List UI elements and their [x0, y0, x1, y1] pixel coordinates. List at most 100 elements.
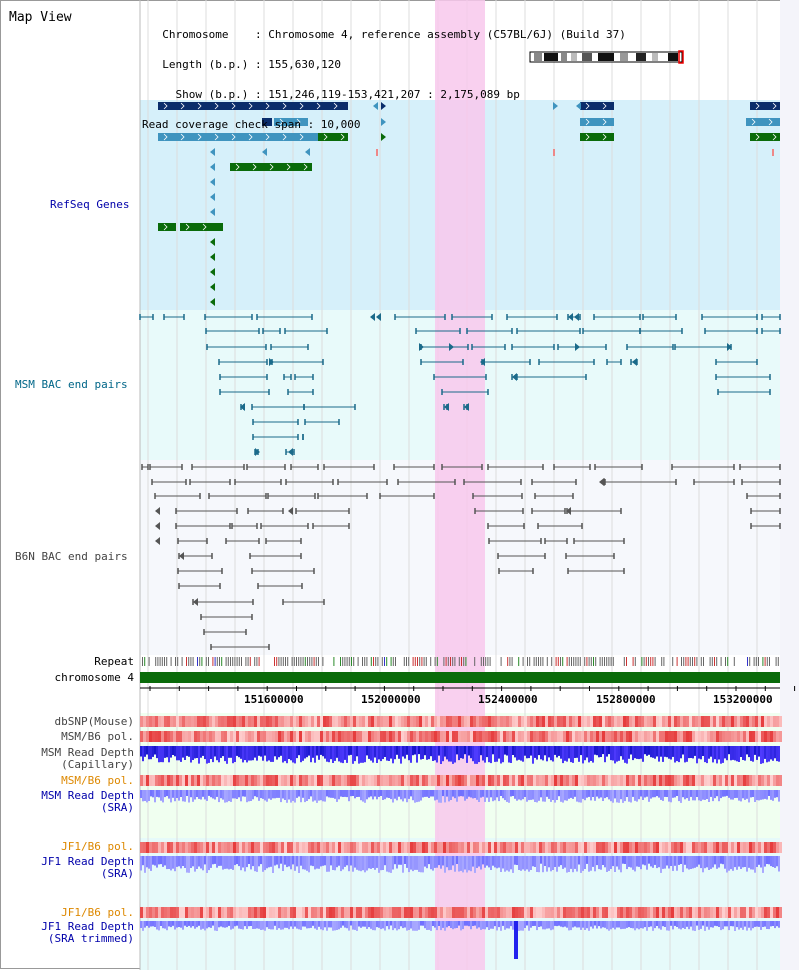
depth-bar [626, 790, 628, 797]
depth-bar [662, 746, 664, 762]
depth-bar [578, 746, 580, 762]
heat-cell [488, 842, 491, 853]
depth-bar [698, 856, 700, 865]
heat-cell [596, 907, 599, 918]
depth-bar [672, 790, 674, 798]
heat-cell [755, 775, 758, 786]
track-label-msm-pol-sra[interactable]: MSM/B6 pol. [61, 774, 134, 787]
depth-bar [208, 790, 210, 796]
heat-cell [314, 907, 317, 918]
gene-strand-mark [585, 102, 590, 110]
depth-bar [538, 746, 540, 756]
heat-cell [737, 907, 740, 918]
depth-bar [208, 856, 210, 871]
depth-bar [202, 790, 204, 797]
heat-cell [572, 716, 575, 727]
depth-bar [562, 746, 564, 764]
depth-bar [176, 856, 178, 867]
heat-cell [149, 731, 152, 742]
depth-bar [514, 790, 516, 799]
heat-cell [701, 731, 704, 742]
depth-bar [684, 856, 686, 865]
depth-bar [174, 790, 176, 802]
depth-bar [400, 790, 402, 800]
depth-bar [392, 790, 394, 803]
gene-strand-mark [299, 102, 304, 110]
track-label-dbsnp[interactable]: dbSNP(Mouse) [54, 715, 134, 728]
heat-cell [479, 907, 482, 918]
heat-cell [779, 907, 782, 918]
heat-cell [668, 716, 671, 727]
repeat-mark [254, 657, 256, 666]
track-label-msm-depth-capillary[interactable]: MSM Read Depth (Capillary) [41, 747, 134, 771]
depth-bar [332, 921, 334, 931]
depth-bar [722, 746, 724, 763]
track-label-b6n-bac[interactable]: B6N BAC end pairs [15, 550, 128, 563]
depth-bar [554, 856, 556, 867]
heat-cell [143, 731, 146, 742]
depth-bar [416, 921, 418, 931]
heat-cell [650, 775, 653, 786]
depth-bar [500, 746, 502, 764]
depth-bar [480, 746, 482, 756]
depth-bar [272, 790, 274, 799]
heat-cell [638, 775, 641, 786]
depth-bar [730, 746, 732, 761]
track-label-jf1-depth[interactable]: JF1 Read Depth (SRA) [41, 856, 134, 880]
depth-bar [302, 856, 304, 870]
depth-bar [764, 790, 766, 799]
depth-bar [736, 790, 738, 798]
depth-bar [564, 790, 566, 801]
depth-bar [448, 856, 450, 871]
heat-cell [194, 731, 197, 742]
heat-cell [332, 842, 335, 853]
gene-arrow [632, 358, 637, 366]
depth-bar [516, 856, 518, 865]
page-title: Map View [9, 10, 72, 25]
depth-bar [778, 746, 780, 762]
depth-bar [274, 790, 276, 799]
track-label-msm-depth-sra[interactable]: MSM Read Depth (SRA) [41, 790, 134, 814]
heat-cell [608, 842, 611, 853]
gene-strand-mark [214, 102, 219, 110]
heat-cell [206, 907, 209, 918]
track-label-msm-bac[interactable]: MSM BAC end pairs [15, 378, 128, 391]
heat-cell [542, 731, 545, 742]
depth-bar [692, 856, 694, 869]
depth-bar [302, 790, 304, 798]
depth-bar [608, 746, 610, 755]
heat-cell [548, 907, 551, 918]
gene-arrow [553, 102, 558, 110]
track-label-msm-pol[interactable]: MSM/B6 pol. [61, 730, 134, 743]
repeat-mark [238, 657, 240, 666]
depth-bar [456, 856, 458, 864]
depth-bar [370, 746, 372, 761]
track-label-jf1-depth-trim[interactable]: JF1 Read Depth (SRA trimmed) [41, 921, 134, 945]
track-label-jf1-pol[interactable]: JF1/B6 pol. [61, 840, 134, 853]
heat-cell [458, 775, 461, 786]
depth-bar [304, 856, 306, 870]
depth-bar [720, 746, 722, 764]
depth-bar [660, 856, 662, 873]
depth-bar [646, 921, 648, 931]
depth-bar [590, 790, 592, 801]
heat-cell [392, 907, 395, 918]
gene-arrow [210, 148, 215, 156]
heat-cell [497, 907, 500, 918]
heat-cell [308, 731, 311, 742]
depth-bar [450, 856, 452, 870]
heat-cell [659, 716, 662, 727]
gene-arrow [419, 343, 424, 351]
depth-bar [176, 921, 178, 928]
repeat-mark [353, 657, 355, 666]
track-label-jf1-pol-trim[interactable]: JF1/B6 pol. [61, 906, 134, 919]
depth-bar [292, 856, 294, 865]
track-label-refseq-genes[interactable]: RefSeq Genes [50, 198, 130, 211]
depth-bar [186, 790, 188, 796]
heat-cell [260, 842, 263, 853]
heat-cell [416, 907, 419, 918]
depth-bar [386, 921, 388, 927]
depth-bar [278, 790, 280, 798]
heat-cell [311, 775, 314, 786]
heat-cell [461, 731, 464, 742]
